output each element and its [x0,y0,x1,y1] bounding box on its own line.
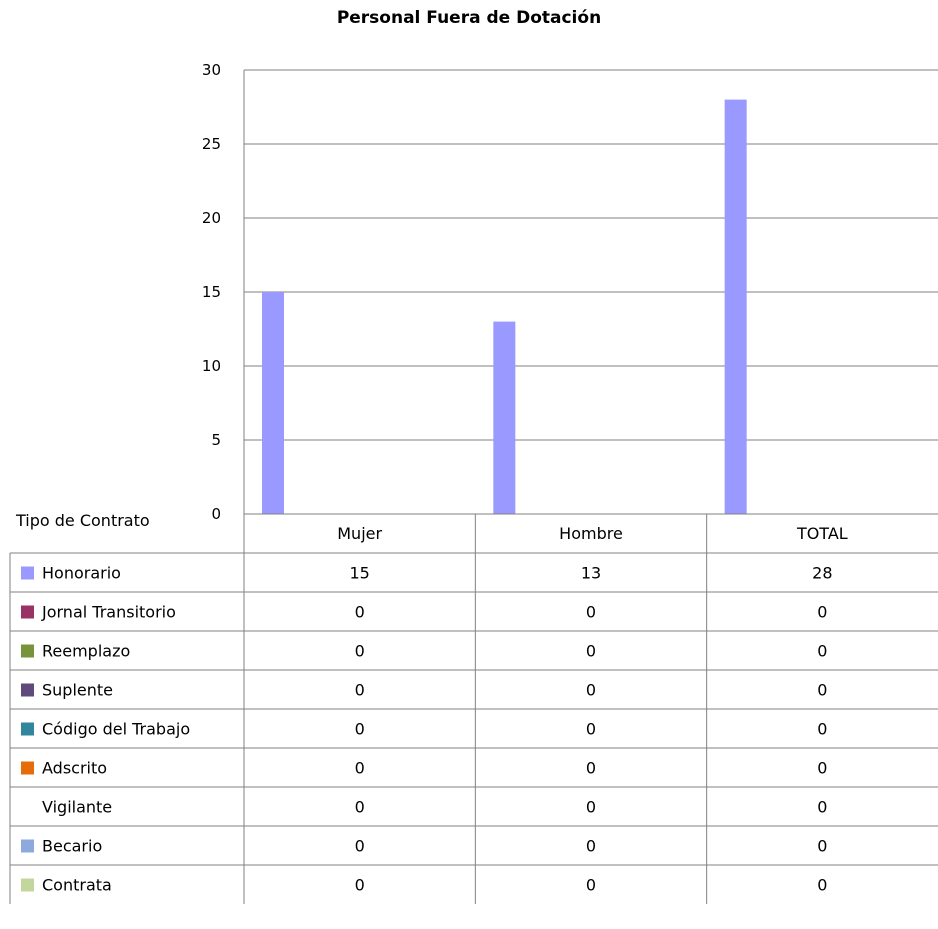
bar [493,321,516,514]
table-cell-value: 0 [817,720,827,739]
bar [262,292,284,514]
table-cell-value: 15 [349,564,369,583]
y-tick-label: 0 [211,505,221,523]
data-table: Tipo de Contrato Mujer Hombre TOTAL Honorari… [9,511,938,904]
series-label: Reemplazo [42,642,130,661]
legend-swatch [21,683,34,697]
table-header-label: Tipo de Contrato [15,511,150,530]
table-cell-value: 0 [355,642,365,661]
table-cell-value: 0 [586,642,596,661]
table-cell-value: 0 [586,720,596,739]
table-cell-value: 0 [586,759,596,778]
table-cell-value: 0 [817,837,827,856]
table-cell-value: 0 [355,681,365,700]
table-cell-value: 0 [586,837,596,856]
grid-lines [244,69,938,441]
y-tick-label: 20 [202,209,221,227]
table-cell-value: 0 [355,603,365,622]
table-cell-value: 0 [355,759,365,778]
table-cell-value: 0 [355,837,365,856]
table-cell-value: 0 [817,759,827,778]
bar [724,99,747,514]
y-tick-label: 30 [202,61,221,79]
series-label: Becario [42,837,102,856]
legend-swatch [21,644,34,658]
series-label: Suplente [42,681,113,700]
table-cell-value: 0 [586,798,596,817]
series-label: Jornal Transitorio [41,603,176,622]
table-cell-value: 0 [355,798,365,817]
table-cell-value: 0 [586,876,596,895]
chart-title: Personal Fuera de Dotación [336,8,602,28]
category-label: Mujer [337,524,382,543]
bars [262,99,747,514]
category-label: TOTAL [796,524,848,543]
table-cell-value: 13 [581,564,601,583]
legend-swatch [21,878,34,892]
table-cell-value: 0 [586,603,596,622]
series-label: Adscrito [42,759,107,778]
legend-swatch [21,566,34,580]
table-cell-value: 0 [586,681,596,700]
table-cell-value: 0 [355,876,365,895]
legend-swatch [21,800,34,814]
table-cell-value: 0 [817,798,827,817]
table-cell-value: 0 [355,720,365,739]
series-label: Honorario [42,564,121,583]
y-tick-label: 25 [202,135,221,153]
table-cell-value: 0 [817,642,827,661]
table-cell-value: 0 [817,876,827,895]
table-cell-value: 0 [817,603,827,622]
y-tick-label: 5 [211,431,221,449]
y-tick-label: 15 [202,283,221,301]
legend-swatch [21,761,34,775]
y-axis: 0 5 10 15 20 25 30 [202,61,245,523]
table-cell-value: 0 [817,681,827,700]
table-cell-value: 28 [812,564,832,583]
category-label: Hombre [559,524,623,543]
legend-swatch [21,839,34,853]
y-tick-label: 10 [202,357,221,375]
legend-swatch [21,722,34,736]
series-label: Vigilante [42,798,112,817]
series-label: Código del Trabajo [42,720,190,739]
series-label: Contrata [42,876,112,895]
legend-swatch [21,605,34,619]
